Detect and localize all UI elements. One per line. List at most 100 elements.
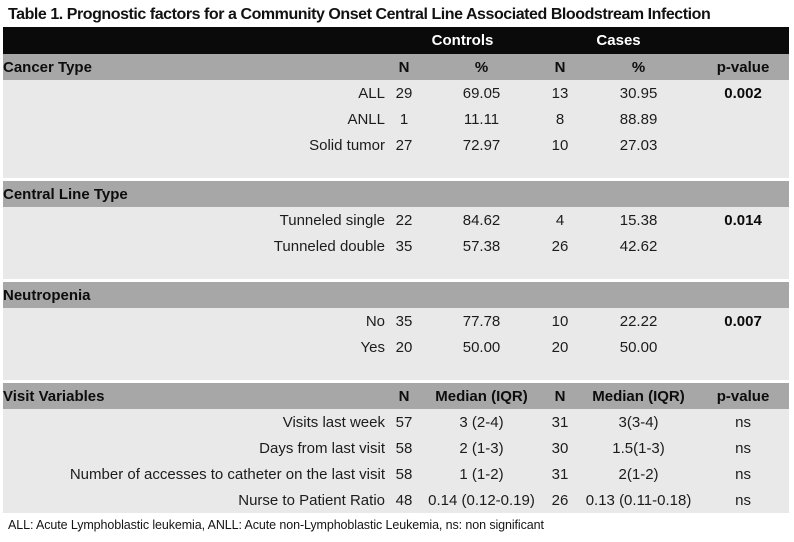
section-header-row: Central Line Type: [3, 178, 790, 207]
column-header-cell: [385, 178, 423, 207]
row-label-cell: ALL: [3, 80, 385, 106]
n-cases-cell: 26: [540, 233, 581, 259]
group-header-spacer-cell: [3, 27, 385, 54]
n-controls-cell: 1: [385, 106, 423, 132]
p-value-cell: [697, 334, 790, 360]
pct-controls-cell: 69.05: [423, 80, 541, 106]
pct-cases-cell: 50.00: [580, 334, 698, 360]
pct-controls-cell: 77.78: [423, 308, 541, 334]
row-label-cell: Tunneled double: [3, 233, 385, 259]
p-value-cell: ns: [697, 487, 790, 513]
pct-controls-cell: 1 (1-2): [423, 461, 541, 487]
table-row: ANLL 1 11.11 8 88.89: [3, 106, 790, 132]
column-header-cell: [540, 178, 581, 207]
column-header-cell: Median (IQR): [580, 380, 698, 409]
table-row: Nurse to Patient Ratio 48 0.14 (0.12-0.19)…: [3, 487, 790, 513]
column-header-cell: p-value: [697, 380, 790, 409]
section-name-cell: Neutropenia: [3, 279, 385, 308]
pct-controls-cell: 72.97: [423, 132, 541, 158]
column-header-cell: [423, 178, 541, 207]
column-header-cell: N: [385, 380, 423, 409]
row-label-cell: Visits last week: [3, 409, 385, 435]
section-spacer-cell: [3, 360, 790, 382]
table-row: ALL 29 69.05 13 30.95 0.002: [3, 80, 790, 106]
n-controls-cell: 58: [385, 435, 423, 461]
n-controls-cell: 35: [385, 308, 423, 334]
table-body: Cancer Type N% N% p-value ALL 29 69.05 13 30.95 0…: [3, 54, 790, 513]
column-header-cell: %: [423, 54, 541, 80]
table-footnote: ALL: Acute Lymphoblastic leukemia, ANLL:…: [8, 518, 544, 532]
prognostic-factors-table: Controls Cases Cancer Type N% N% p-value ALL…: [3, 27, 790, 513]
p-value-cell: ns: [697, 409, 790, 435]
pct-cases-cell: 15.38: [580, 207, 698, 233]
n-controls-cell: 35: [385, 233, 423, 259]
n-cases-cell: 26: [540, 487, 581, 513]
pct-controls-cell: 0.14 (0.12-0.19): [423, 487, 541, 513]
n-controls-cell: 20: [385, 334, 423, 360]
row-label-cell: Days from last visit: [3, 435, 385, 461]
section-header-row: Visit Variables N Median (IQR) N Median (IQR…: [3, 380, 790, 409]
section-spacer-row: [3, 158, 790, 180]
column-header-cell: p-value: [697, 54, 790, 80]
column-header-cell: [697, 279, 790, 308]
table-row: Tunneled single 22 84.62 4 15.38 0.014: [3, 207, 790, 233]
section-spacer-row: [3, 259, 790, 281]
section-name-cell: Visit Variables: [3, 380, 385, 409]
p-value-cell: [697, 132, 790, 158]
section-name-cell: Cancer Type: [3, 54, 385, 80]
row-label-cell: Nurse to Patient Ratio: [3, 487, 385, 513]
table-row: No 35 77.78 10 22.22 0.007: [3, 308, 790, 334]
n-cases-cell: 4: [540, 207, 581, 233]
group-header-row: Controls Cases: [3, 27, 790, 54]
pct-cases-cell: 27.03: [580, 132, 698, 158]
row-label-cell: Number of accesses to catheter on the la…: [3, 461, 385, 487]
column-header-cell: [697, 178, 790, 207]
p-value-cell: ns: [697, 435, 790, 461]
table-row: Days from last visit 58 2 (1-3) 30 1.5(1-3) n…: [3, 435, 790, 461]
pct-controls-cell: 57.38: [423, 233, 541, 259]
table-row: Tunneled double 35 57.38 26 42.62: [3, 233, 790, 259]
controls-group-header: Controls: [385, 27, 541, 54]
table-row: Visits last week 57 3 (2-4) 31 3(3-4) ns: [3, 409, 790, 435]
section-header-row: Cancer Type N% N% p-value: [3, 54, 790, 80]
table-row: Number of accesses to catheter on the la…: [3, 461, 790, 487]
table-row: Yes 20 50.00 20 50.00: [3, 334, 790, 360]
column-header-cell: [385, 279, 423, 308]
section-name-cell: Central Line Type: [3, 178, 385, 207]
pct-controls-cell: 3 (2-4): [423, 409, 541, 435]
pct-cases-cell: 30.95: [580, 80, 698, 106]
p-value-cell: 0.002: [697, 80, 790, 106]
group-header-spacer-cell: [697, 27, 790, 54]
column-header-cell: N: [540, 380, 581, 409]
pct-controls-cell: 2 (1-3): [423, 435, 541, 461]
p-value-cell: [697, 233, 790, 259]
n-controls-cell: 22: [385, 207, 423, 233]
pct-cases-cell: 3(3-4): [580, 409, 698, 435]
n-controls-cell: 58: [385, 461, 423, 487]
n-controls-cell: 48: [385, 487, 423, 513]
column-header-cell: N: [385, 54, 423, 80]
pct-cases-cell: 22.22: [580, 308, 698, 334]
p-value-cell: 0.007: [697, 308, 790, 334]
section-spacer-cell: [3, 259, 790, 281]
pct-cases-cell: 1.5(1-3): [580, 435, 698, 461]
n-cases-cell: 8: [540, 106, 581, 132]
n-cases-cell: 30: [540, 435, 581, 461]
column-header-cell: Median (IQR): [423, 380, 541, 409]
row-label-cell: ANLL: [3, 106, 385, 132]
n-cases-cell: 31: [540, 409, 581, 435]
table-title: Table 1. Prognostic factors for a Commun…: [8, 6, 711, 23]
row-label-cell: No: [3, 308, 385, 334]
n-controls-cell: 29: [385, 80, 423, 106]
column-header-cell: [580, 279, 698, 308]
n-controls-cell: 57: [385, 409, 423, 435]
pct-cases-cell: 88.89: [580, 106, 698, 132]
p-value-cell: [697, 106, 790, 132]
n-cases-cell: 31: [540, 461, 581, 487]
column-header-cell: [540, 279, 581, 308]
p-value-cell: 0.014: [697, 207, 790, 233]
column-header-cell: N: [540, 54, 581, 80]
section-spacer-row: [3, 360, 790, 382]
section-spacer-cell: [3, 158, 790, 180]
n-cases-cell: 20: [540, 334, 581, 360]
